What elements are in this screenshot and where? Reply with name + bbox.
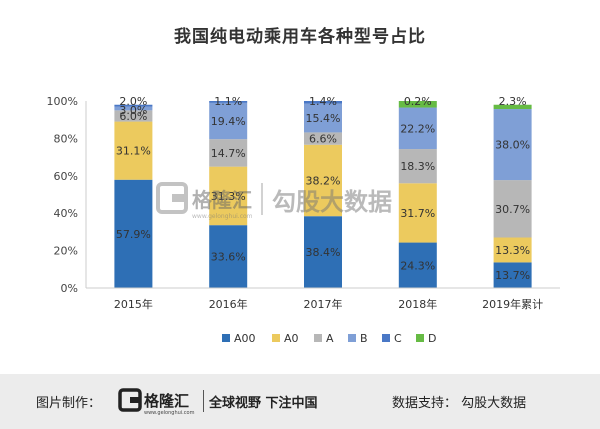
- bar-segment-a00: [114, 179, 153, 288]
- data-label-a00: 57.9%: [116, 228, 151, 241]
- logo-domain: www.gelonghui.com: [144, 410, 195, 416]
- chart-title: 我国纯电动乘用车各种型号占比: [174, 27, 426, 47]
- bar-segment-a: [209, 139, 248, 167]
- data-label-a: 30.7%: [495, 203, 530, 216]
- bar-segment-a: [304, 132, 342, 145]
- bar-segment-b: [209, 102, 248, 140]
- bar-segment-a0: [209, 166, 248, 226]
- y-tick-label: 80%: [54, 132, 78, 145]
- bar-segment-b: [304, 103, 342, 133]
- data-label-a00: 13.7%: [495, 269, 530, 282]
- legend-label-c: C: [394, 332, 402, 345]
- y-axis: 0% 20% 40% 60% 80% 100%: [47, 95, 87, 295]
- legend-swatch-a00: [222, 334, 230, 342]
- footer-slogan: 全球视野 下注中国: [209, 396, 318, 411]
- bar-segment-a00: [493, 262, 532, 288]
- data-label-c: 1.1%: [214, 95, 242, 108]
- legend-swatch-a0: [272, 334, 280, 342]
- bar-segment-c: [304, 101, 342, 104]
- y-tick-label: 60%: [54, 170, 78, 183]
- data-label-a: 18.3%: [400, 160, 435, 173]
- legend-swatch-d: [416, 334, 424, 342]
- data-label-a0: 31.7%: [400, 207, 435, 220]
- stacked-bar-chart: 0% 20% 40% 60% 80% 100% 57.9% 31.1% 6.0% 2.0%3.0…: [47, 95, 560, 345]
- data-label-a00: 24.3%: [400, 259, 435, 272]
- watermark-domain: www.gelonghui.com: [192, 213, 253, 220]
- bar-segment-a0: [114, 121, 153, 180]
- data-label-a0: 38.2%: [306, 174, 341, 187]
- legend-swatch-a: [314, 334, 322, 342]
- bar-segment-d: [398, 101, 437, 108]
- logo-text: 格隆汇: [144, 392, 189, 410]
- bar-segment-b: [114, 106, 153, 111]
- footer-data-support: 数据支持： 勾股大数据: [392, 396, 527, 411]
- legend-swatch-b: [348, 334, 356, 342]
- data-label-a0: 31.1%: [116, 145, 151, 158]
- bar-segment-a: [114, 110, 153, 122]
- logo-g-notch: [130, 397, 140, 403]
- footer-made-by: 图片制作：: [36, 396, 102, 411]
- y-tick-label: 100%: [47, 95, 78, 108]
- legend-swatch-c: [382, 334, 390, 342]
- watermark: 格隆汇 www.gelonghui.com 勾股大数据: [156, 182, 392, 220]
- data-label-a0: 13.3%: [495, 244, 530, 257]
- bar-segment-d: [493, 104, 532, 110]
- bar-segment-b: [398, 107, 437, 150]
- x-tick-label: 2015年: [114, 297, 153, 311]
- gelonghui-logo: 格隆汇 www.gelonghui.com: [118, 388, 195, 416]
- x-axis: 2015年 2016年 2017年 2018年 2019年累计: [86, 287, 560, 311]
- x-tick-label: 2019年累计: [482, 297, 543, 311]
- legend: A00 A0 A B C D: [222, 332, 436, 345]
- bar-segment-b: [493, 109, 532, 181]
- data-label-b: 3.0%: [119, 104, 147, 117]
- data-labels: 57.9% 31.1% 6.0% 2.0%3.0% 33.6% 31.3% 14.7% 19.…: [116, 95, 530, 282]
- legend-label-a: A: [326, 332, 334, 345]
- x-tick-label: 2017年: [304, 297, 343, 311]
- data-label-c: 2.0%: [119, 95, 147, 108]
- footer: 图片制作： 格隆汇 www.gelonghui.com 全球视野 下注中国 数据…: [0, 374, 600, 429]
- data-label-b: 22.2%: [400, 122, 435, 135]
- bar-segment-a00: [398, 242, 437, 288]
- watermark-brand: 格隆汇: [192, 188, 252, 212]
- bar-segment-c: [209, 101, 248, 103]
- data-label-a: 14.7%: [211, 147, 246, 160]
- data-label-b: 38.0%: [495, 139, 530, 152]
- legend-label-a0: A0: [284, 332, 299, 345]
- data-label-b: 19.4%: [211, 115, 246, 128]
- legend-label-a00: A00: [234, 332, 256, 345]
- bar-segment-a0: [493, 237, 532, 263]
- data-label-c: 1.4%: [309, 95, 337, 108]
- bar-segment-a0: [304, 144, 342, 217]
- bar-segment-c: [114, 104, 153, 107]
- y-tick-label: 40%: [54, 207, 78, 220]
- y-tick-label: 20%: [54, 245, 78, 258]
- data-label-d: 0.2%: [404, 95, 432, 108]
- data-label-a: 6.0%: [119, 110, 147, 123]
- y-tick-label: 0%: [61, 282, 78, 295]
- legend-label-d: D: [428, 332, 436, 345]
- bar-segment-a0: [398, 183, 437, 243]
- bar-segment-a: [493, 180, 532, 238]
- data-label-a00: 33.6%: [211, 251, 246, 264]
- data-label-a: 6.6%: [309, 133, 337, 146]
- data-label-a00: 38.4%: [306, 246, 341, 259]
- bars: [114, 101, 532, 288]
- bar-segment-a00: [304, 216, 342, 288]
- watermark-text: 勾股大数据: [272, 188, 392, 216]
- watermark-logo-icon-notch: [172, 194, 186, 202]
- data-label-d: 2.3%: [499, 95, 527, 108]
- bar-segment-a: [398, 149, 437, 184]
- legend-label-b: B: [360, 332, 368, 345]
- footer-divider: [203, 390, 204, 412]
- x-tick-label: 2016年: [209, 297, 248, 311]
- data-label-a0: 31.3%: [211, 190, 246, 203]
- x-tick-label: 2018年: [398, 297, 437, 311]
- bar-segment-a00: [209, 225, 248, 288]
- data-label-b: 15.4%: [306, 112, 341, 125]
